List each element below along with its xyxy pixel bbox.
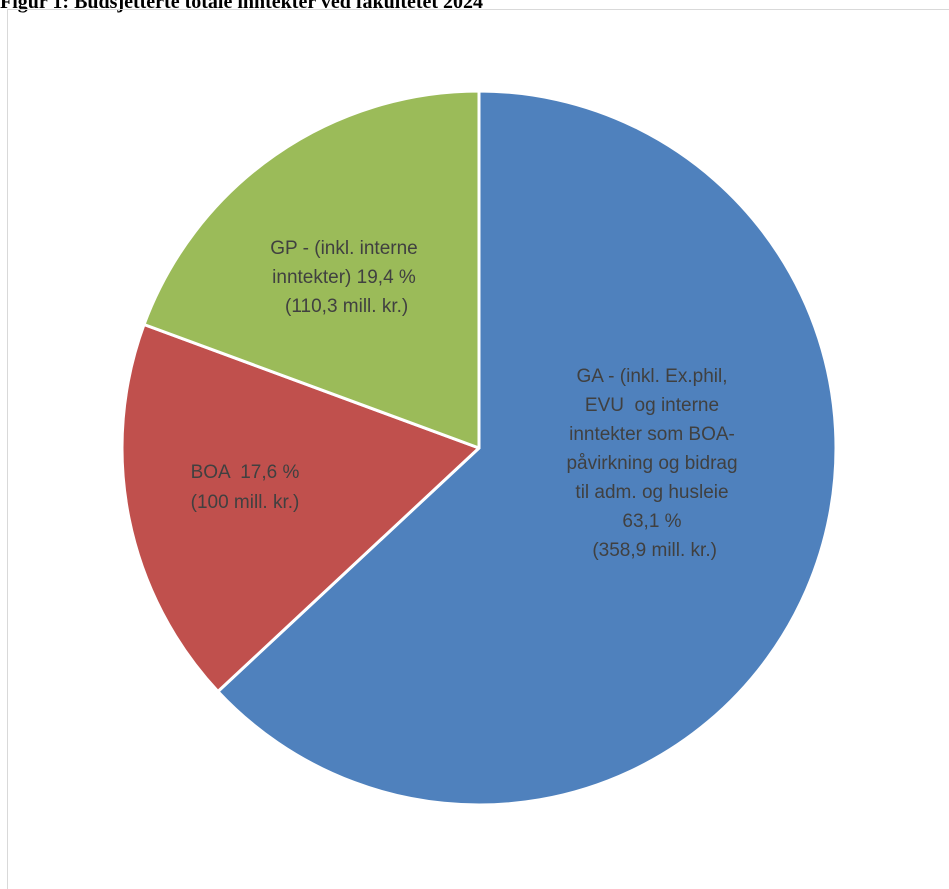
slice-label-line: GA - (inkl. Ex.phil, bbox=[577, 366, 728, 387]
pie-slice-gp bbox=[142, 89, 481, 450]
pie-slices bbox=[120, 89, 838, 807]
pie-labels: GA - (inkl. Ex.phil, EVU og interne inntek… bbox=[191, 238, 738, 561]
slice-label-line: BOA 17,6 % bbox=[191, 462, 300, 483]
chart-area bbox=[7, 9, 949, 889]
slice-label-line: til adm. og husleie bbox=[575, 482, 728, 503]
slice-label-line: 63,1 % bbox=[622, 511, 681, 532]
slice-label-line: (110,3 mill. kr.) bbox=[280, 296, 408, 317]
slice-label-line: EVU og interne bbox=[585, 395, 719, 416]
slice-label-line: GP - (inkl. interne bbox=[270, 238, 417, 259]
slice-label-line: inntekter som BOA- bbox=[569, 424, 735, 445]
slice-label-gp: GP - (inkl. interne inntekter) 19,4 % (11… bbox=[270, 238, 417, 317]
slice-label-ga: GA - (inkl. Ex.phil, EVU og interne inntek… bbox=[566, 366, 737, 561]
slice-label-line: inntekter) 19,4 % bbox=[272, 267, 416, 288]
slice-label-line: (100 mill. kr.) bbox=[191, 492, 300, 513]
slice-label-line: påvirkning og bidrag bbox=[566, 453, 737, 474]
slice-label-boa: BOA 17,6 % (100 mill. kr.) bbox=[191, 462, 300, 513]
pie-slice-ga bbox=[216, 89, 838, 807]
slice-label-line: (358,9 mill. kr.) bbox=[587, 540, 717, 561]
